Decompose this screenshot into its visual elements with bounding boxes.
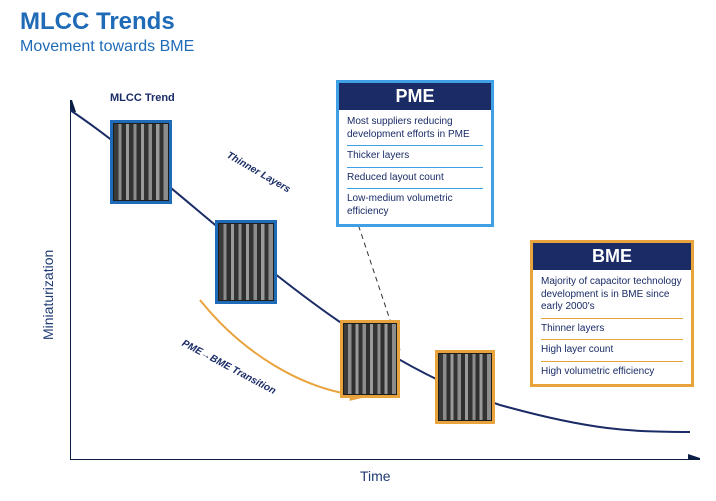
info-box-bme-item: High layer count	[541, 344, 683, 357]
info-box-bme-header: BME	[533, 243, 691, 270]
info-box-pme-item: Low-medium volumetric efficiency	[347, 193, 483, 218]
info-separator	[347, 188, 483, 189]
micrograph-image	[438, 353, 492, 421]
info-box-pme: PME Most suppliers reducing development e…	[336, 80, 494, 227]
info-box-bme-body: Majority of capacitor technology develop…	[533, 270, 691, 384]
micrograph-image	[343, 323, 397, 395]
info-box-pme-body: Most suppliers reducing development effo…	[339, 110, 491, 224]
page-title: MLCC Trends	[20, 8, 175, 36]
info-box-pme-header: PME	[339, 83, 491, 110]
micrograph-thumb-1	[110, 120, 172, 204]
micrograph-image	[113, 123, 169, 201]
micrograph-thumb-4	[435, 350, 495, 424]
info-box-bme-item: High volumetric efficiency	[541, 366, 683, 379]
transition-arrow	[200, 300, 362, 396]
info-separator	[541, 339, 683, 340]
info-box-bme-item: Thinner layers	[541, 323, 683, 336]
info-separator	[347, 145, 483, 146]
info-box-pme-item: Thicker layers	[347, 150, 483, 163]
info-separator	[347, 167, 483, 168]
info-separator	[541, 361, 683, 362]
info-box-pme-item: Reduced layout count	[347, 172, 483, 185]
info-box-bme: BME Majority of capacitor technology deve…	[530, 240, 694, 387]
info-separator	[541, 318, 683, 319]
chart-mini-title: MLCC Trend	[110, 92, 175, 104]
micrograph-image	[218, 223, 274, 301]
page-subtitle: Movement towards BME	[20, 38, 194, 56]
x-axis-label: Time	[360, 468, 391, 484]
info-box-bme-item: Majority of capacitor technology develop…	[541, 276, 683, 314]
info-box-pme-item: Most suppliers reducing development effo…	[347, 116, 483, 141]
micrograph-thumb-3	[340, 320, 400, 398]
micrograph-thumb-2	[215, 220, 277, 304]
y-axis-label: Miniaturization	[40, 250, 56, 340]
